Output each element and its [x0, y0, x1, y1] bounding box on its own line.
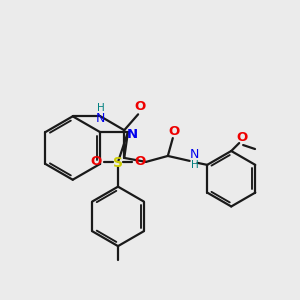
Text: O: O — [91, 155, 102, 168]
Text: N: N — [190, 148, 199, 161]
Text: O: O — [134, 100, 146, 113]
Text: O: O — [168, 125, 179, 138]
Text: N: N — [126, 128, 137, 141]
Text: O: O — [134, 155, 146, 168]
Text: H: H — [97, 103, 104, 113]
Text: O: O — [236, 130, 248, 144]
Text: H: H — [191, 160, 199, 170]
Text: S: S — [113, 156, 123, 170]
Text: N: N — [96, 112, 105, 125]
